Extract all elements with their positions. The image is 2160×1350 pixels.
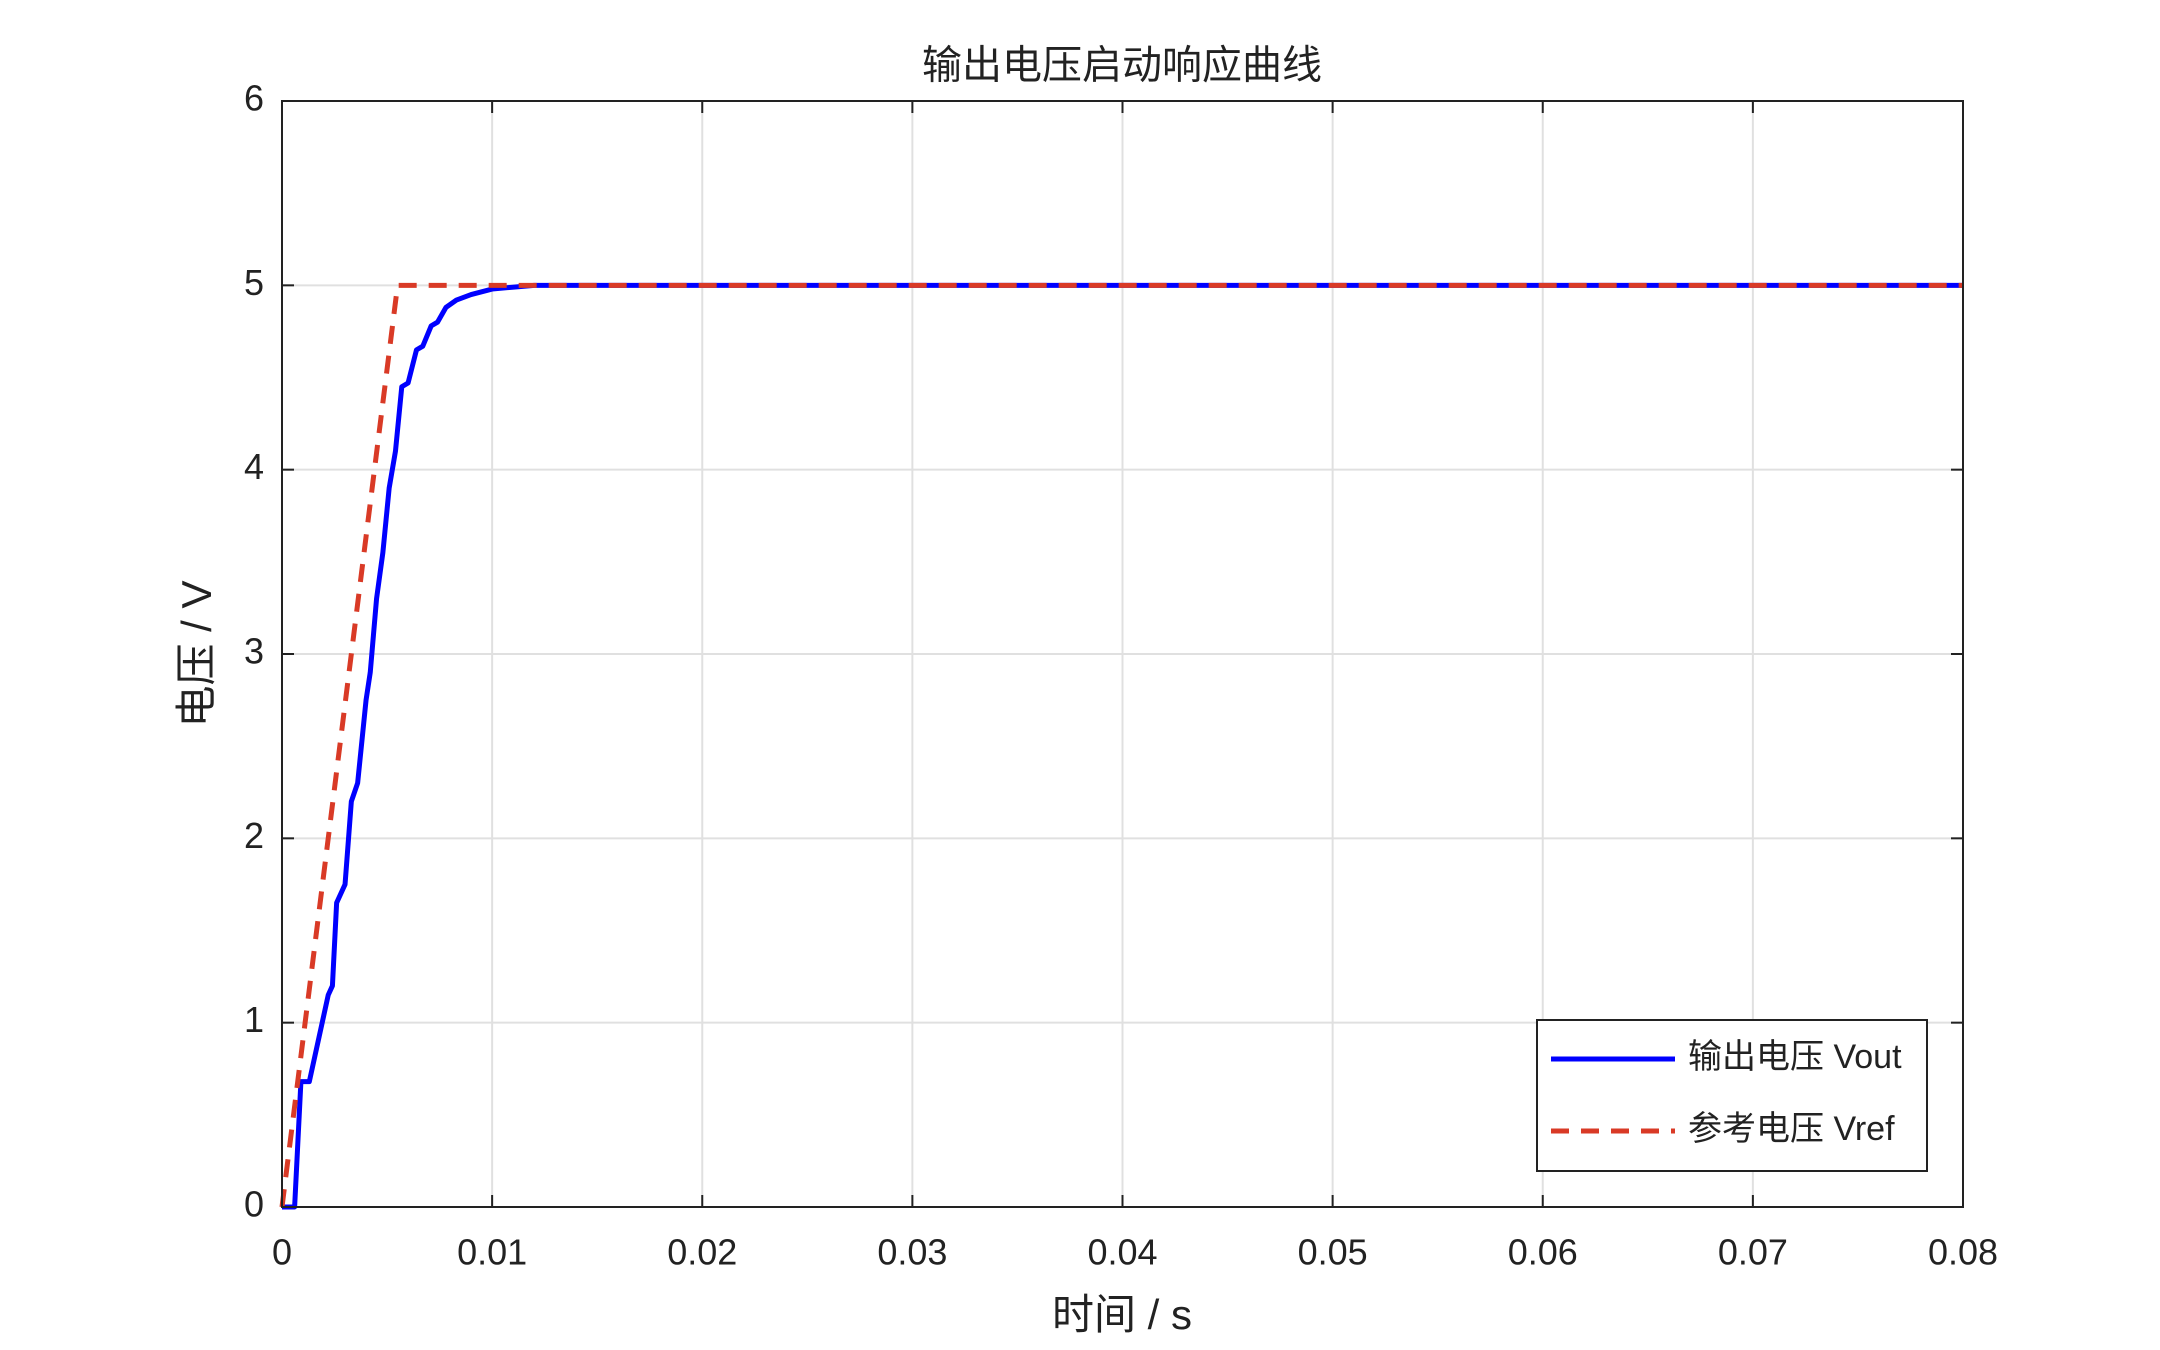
series-line bbox=[279, 282, 1963, 1208]
x-tick-label: 0.02 bbox=[667, 1232, 737, 1273]
legend-label: 输出电压 Vout bbox=[1688, 1038, 1902, 1076]
y-tick-label: 0 bbox=[244, 1184, 264, 1225]
y-tick-label: 4 bbox=[244, 446, 264, 487]
y-tick-label: 2 bbox=[244, 815, 264, 856]
x-axis-label: 时间 / s bbox=[1052, 1291, 1192, 1338]
legend-box bbox=[1536, 1019, 1928, 1172]
y-tick-label: 5 bbox=[244, 262, 264, 303]
series-line bbox=[282, 282, 1963, 1210]
y-axis-label: 电压 / V bbox=[173, 580, 220, 727]
chart-title: 输出电压启动响应曲线 bbox=[922, 44, 1322, 88]
y-tick-label: 1 bbox=[244, 999, 264, 1040]
legend-label: 参考电压 Vref bbox=[1688, 1110, 1895, 1148]
x-tick-label: 0 bbox=[272, 1232, 292, 1273]
x-tick-label: 0.07 bbox=[1718, 1232, 1788, 1273]
x-tick-label: 0.03 bbox=[877, 1232, 947, 1273]
y-tick-label: 3 bbox=[244, 631, 264, 672]
x-tick-label: 0.08 bbox=[1928, 1232, 1998, 1273]
axes-box bbox=[281, 100, 1964, 1208]
x-tick-label: 0.01 bbox=[457, 1232, 527, 1273]
x-tick-label: 0.05 bbox=[1298, 1232, 1368, 1273]
x-tick-label: 0.06 bbox=[1508, 1232, 1578, 1273]
y-tick-label: 6 bbox=[244, 78, 264, 119]
x-tick-label: 0.04 bbox=[1087, 1232, 1157, 1273]
